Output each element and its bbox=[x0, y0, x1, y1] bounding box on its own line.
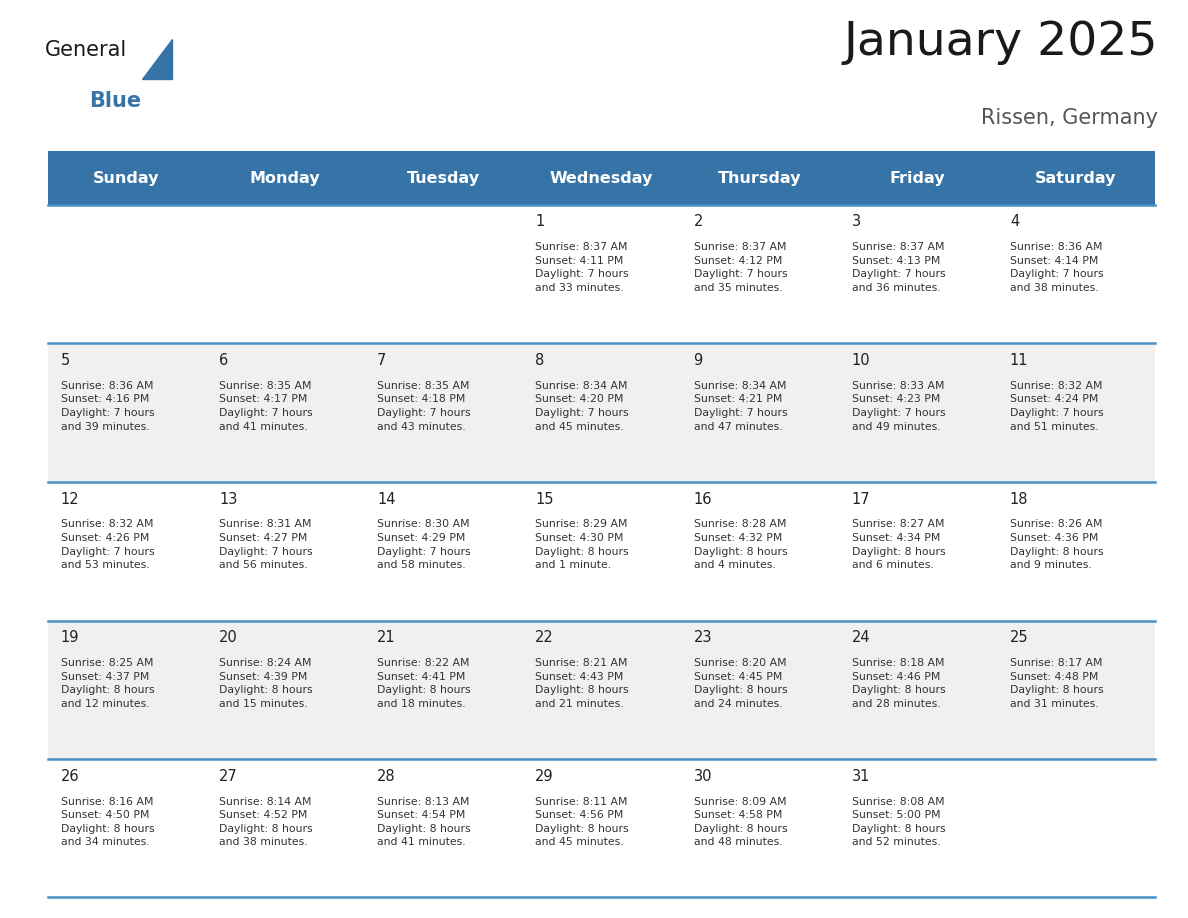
Text: 18: 18 bbox=[1010, 492, 1029, 507]
Text: 6: 6 bbox=[219, 353, 228, 368]
Text: Sunrise: 8:24 AM
Sunset: 4:39 PM
Daylight: 8 hours
and 15 minutes.: Sunrise: 8:24 AM Sunset: 4:39 PM Dayligh… bbox=[219, 658, 312, 709]
Text: 15: 15 bbox=[536, 492, 554, 507]
Text: Sunrise: 8:35 AM
Sunset: 4:17 PM
Daylight: 7 hours
and 41 minutes.: Sunrise: 8:35 AM Sunset: 4:17 PM Dayligh… bbox=[219, 381, 312, 431]
Text: 11: 11 bbox=[1010, 353, 1029, 368]
Text: Rissen, Germany: Rissen, Germany bbox=[981, 108, 1158, 129]
Text: 31: 31 bbox=[852, 769, 870, 784]
Text: Sunrise: 8:14 AM
Sunset: 4:52 PM
Daylight: 8 hours
and 38 minutes.: Sunrise: 8:14 AM Sunset: 4:52 PM Dayligh… bbox=[219, 797, 312, 847]
Text: Thursday: Thursday bbox=[718, 171, 801, 185]
Text: 24: 24 bbox=[852, 631, 871, 645]
Text: Sunrise: 8:33 AM
Sunset: 4:23 PM
Daylight: 7 hours
and 49 minutes.: Sunrise: 8:33 AM Sunset: 4:23 PM Dayligh… bbox=[852, 381, 946, 431]
Text: Sunrise: 8:34 AM
Sunset: 4:21 PM
Daylight: 7 hours
and 47 minutes.: Sunrise: 8:34 AM Sunset: 4:21 PM Dayligh… bbox=[694, 381, 788, 431]
Text: Friday: Friday bbox=[890, 171, 946, 185]
Text: Blue: Blue bbox=[89, 92, 141, 111]
Text: Sunrise: 8:25 AM
Sunset: 4:37 PM
Daylight: 8 hours
and 12 minutes.: Sunrise: 8:25 AM Sunset: 4:37 PM Dayligh… bbox=[61, 658, 154, 709]
Text: Sunrise: 8:13 AM
Sunset: 4:54 PM
Daylight: 8 hours
and 41 minutes.: Sunrise: 8:13 AM Sunset: 4:54 PM Dayligh… bbox=[377, 797, 470, 847]
Text: Sunrise: 8:17 AM
Sunset: 4:48 PM
Daylight: 8 hours
and 31 minutes.: Sunrise: 8:17 AM Sunset: 4:48 PM Dayligh… bbox=[1010, 658, 1104, 709]
Text: 20: 20 bbox=[219, 631, 238, 645]
Text: 3: 3 bbox=[852, 215, 861, 230]
Text: Sunrise: 8:28 AM
Sunset: 4:32 PM
Daylight: 8 hours
and 4 minutes.: Sunrise: 8:28 AM Sunset: 4:32 PM Dayligh… bbox=[694, 520, 788, 570]
Text: 21: 21 bbox=[377, 631, 396, 645]
Text: 13: 13 bbox=[219, 492, 238, 507]
Text: Sunrise: 8:11 AM
Sunset: 4:56 PM
Daylight: 8 hours
and 45 minutes.: Sunrise: 8:11 AM Sunset: 4:56 PM Dayligh… bbox=[536, 797, 628, 847]
Text: Sunrise: 8:18 AM
Sunset: 4:46 PM
Daylight: 8 hours
and 28 minutes.: Sunrise: 8:18 AM Sunset: 4:46 PM Dayligh… bbox=[852, 658, 946, 709]
Text: 29: 29 bbox=[536, 769, 554, 784]
Text: Sunrise: 8:29 AM
Sunset: 4:30 PM
Daylight: 8 hours
and 1 minute.: Sunrise: 8:29 AM Sunset: 4:30 PM Dayligh… bbox=[536, 520, 628, 570]
Text: 4: 4 bbox=[1010, 215, 1019, 230]
Text: Sunrise: 8:20 AM
Sunset: 4:45 PM
Daylight: 8 hours
and 24 minutes.: Sunrise: 8:20 AM Sunset: 4:45 PM Dayligh… bbox=[694, 658, 788, 709]
Text: Sunrise: 8:36 AM
Sunset: 4:14 PM
Daylight: 7 hours
and 38 minutes.: Sunrise: 8:36 AM Sunset: 4:14 PM Dayligh… bbox=[1010, 242, 1104, 293]
Text: 7: 7 bbox=[377, 353, 386, 368]
Text: 1: 1 bbox=[536, 215, 544, 230]
Polygon shape bbox=[143, 39, 172, 79]
Text: Sunrise: 8:34 AM
Sunset: 4:20 PM
Daylight: 7 hours
and 45 minutes.: Sunrise: 8:34 AM Sunset: 4:20 PM Dayligh… bbox=[536, 381, 628, 431]
Text: Sunrise: 8:21 AM
Sunset: 4:43 PM
Daylight: 8 hours
and 21 minutes.: Sunrise: 8:21 AM Sunset: 4:43 PM Dayligh… bbox=[536, 658, 628, 709]
Text: Sunrise: 8:30 AM
Sunset: 4:29 PM
Daylight: 7 hours
and 58 minutes.: Sunrise: 8:30 AM Sunset: 4:29 PM Dayligh… bbox=[377, 520, 470, 570]
Text: Sunrise: 8:37 AM
Sunset: 4:12 PM
Daylight: 7 hours
and 35 minutes.: Sunrise: 8:37 AM Sunset: 4:12 PM Dayligh… bbox=[694, 242, 788, 293]
Text: Sunrise: 8:09 AM
Sunset: 4:58 PM
Daylight: 8 hours
and 48 minutes.: Sunrise: 8:09 AM Sunset: 4:58 PM Dayligh… bbox=[694, 797, 788, 847]
Text: 25: 25 bbox=[1010, 631, 1029, 645]
Text: Sunrise: 8:08 AM
Sunset: 5:00 PM
Daylight: 8 hours
and 52 minutes.: Sunrise: 8:08 AM Sunset: 5:00 PM Dayligh… bbox=[852, 797, 946, 847]
Text: Saturday: Saturday bbox=[1035, 171, 1117, 185]
Text: Sunrise: 8:22 AM
Sunset: 4:41 PM
Daylight: 8 hours
and 18 minutes.: Sunrise: 8:22 AM Sunset: 4:41 PM Dayligh… bbox=[377, 658, 470, 709]
Text: General: General bbox=[45, 40, 127, 60]
Text: Monday: Monday bbox=[249, 171, 320, 185]
Text: 26: 26 bbox=[61, 769, 80, 784]
Text: 9: 9 bbox=[694, 353, 703, 368]
Text: 17: 17 bbox=[852, 492, 871, 507]
Text: 16: 16 bbox=[694, 492, 712, 507]
Text: Sunrise: 8:37 AM
Sunset: 4:11 PM
Daylight: 7 hours
and 33 minutes.: Sunrise: 8:37 AM Sunset: 4:11 PM Dayligh… bbox=[536, 242, 628, 293]
Text: Sunrise: 8:35 AM
Sunset: 4:18 PM
Daylight: 7 hours
and 43 minutes.: Sunrise: 8:35 AM Sunset: 4:18 PM Dayligh… bbox=[377, 381, 470, 431]
Text: Sunrise: 8:31 AM
Sunset: 4:27 PM
Daylight: 7 hours
and 56 minutes.: Sunrise: 8:31 AM Sunset: 4:27 PM Dayligh… bbox=[219, 520, 312, 570]
Text: Sunrise: 8:36 AM
Sunset: 4:16 PM
Daylight: 7 hours
and 39 minutes.: Sunrise: 8:36 AM Sunset: 4:16 PM Dayligh… bbox=[61, 381, 154, 431]
Text: 27: 27 bbox=[219, 769, 238, 784]
Text: Sunrise: 8:26 AM
Sunset: 4:36 PM
Daylight: 8 hours
and 9 minutes.: Sunrise: 8:26 AM Sunset: 4:36 PM Dayligh… bbox=[1010, 520, 1104, 570]
Text: Sunrise: 8:16 AM
Sunset: 4:50 PM
Daylight: 8 hours
and 34 minutes.: Sunrise: 8:16 AM Sunset: 4:50 PM Dayligh… bbox=[61, 797, 154, 847]
Text: Sunrise: 8:37 AM
Sunset: 4:13 PM
Daylight: 7 hours
and 36 minutes.: Sunrise: 8:37 AM Sunset: 4:13 PM Dayligh… bbox=[852, 242, 946, 293]
Text: Sunrise: 8:27 AM
Sunset: 4:34 PM
Daylight: 8 hours
and 6 minutes.: Sunrise: 8:27 AM Sunset: 4:34 PM Dayligh… bbox=[852, 520, 946, 570]
Text: Sunday: Sunday bbox=[94, 171, 160, 185]
Text: 2: 2 bbox=[694, 215, 703, 230]
Text: Tuesday: Tuesday bbox=[406, 171, 480, 185]
Text: 14: 14 bbox=[377, 492, 396, 507]
Text: 5: 5 bbox=[61, 353, 70, 368]
Text: January 2025: January 2025 bbox=[843, 20, 1158, 65]
Text: 10: 10 bbox=[852, 353, 871, 368]
Text: 19: 19 bbox=[61, 631, 80, 645]
Text: 23: 23 bbox=[694, 631, 712, 645]
Text: 30: 30 bbox=[694, 769, 712, 784]
Text: 28: 28 bbox=[377, 769, 396, 784]
Text: 22: 22 bbox=[536, 631, 554, 645]
Text: Wednesday: Wednesday bbox=[549, 171, 653, 185]
Text: 8: 8 bbox=[536, 353, 544, 368]
Text: Sunrise: 8:32 AM
Sunset: 4:24 PM
Daylight: 7 hours
and 51 minutes.: Sunrise: 8:32 AM Sunset: 4:24 PM Dayligh… bbox=[1010, 381, 1104, 431]
Text: 12: 12 bbox=[61, 492, 80, 507]
Text: Sunrise: 8:32 AM
Sunset: 4:26 PM
Daylight: 7 hours
and 53 minutes.: Sunrise: 8:32 AM Sunset: 4:26 PM Dayligh… bbox=[61, 520, 154, 570]
